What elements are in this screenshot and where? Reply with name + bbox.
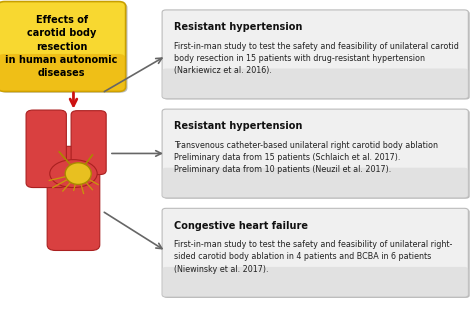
- Ellipse shape: [50, 160, 97, 188]
- Text: First-in-man study to test the safety and feasibility of unilateral carotid
body: First-in-man study to test the safety an…: [174, 42, 459, 75]
- FancyBboxPatch shape: [164, 11, 470, 100]
- FancyBboxPatch shape: [162, 69, 468, 99]
- Text: First-in-man study to test the safety and feasibility of unilateral right-
sided: First-in-man study to test the safety an…: [174, 240, 453, 273]
- FancyBboxPatch shape: [162, 168, 468, 198]
- FancyBboxPatch shape: [162, 208, 468, 297]
- Text: Resistant hypertension: Resistant hypertension: [174, 22, 303, 32]
- FancyBboxPatch shape: [164, 110, 470, 199]
- FancyBboxPatch shape: [162, 109, 468, 198]
- FancyBboxPatch shape: [164, 209, 470, 298]
- Text: Effects of
carotid body
resection
in human autonomic
diseases: Effects of carotid body resection in hum…: [5, 15, 118, 78]
- FancyBboxPatch shape: [0, 2, 126, 91]
- FancyBboxPatch shape: [71, 111, 106, 175]
- FancyBboxPatch shape: [26, 110, 66, 188]
- FancyBboxPatch shape: [0, 3, 128, 93]
- Text: Resistant hypertension: Resistant hypertension: [174, 122, 303, 131]
- FancyBboxPatch shape: [162, 10, 468, 99]
- Ellipse shape: [65, 163, 91, 184]
- FancyBboxPatch shape: [162, 267, 468, 297]
- FancyBboxPatch shape: [47, 146, 100, 250]
- FancyBboxPatch shape: [0, 54, 126, 91]
- Text: Transvenous catheter-based unilateral right carotid body ablation
Preliminary da: Transvenous catheter-based unilateral ri…: [174, 141, 438, 174]
- Text: Congestive heart failure: Congestive heart failure: [174, 221, 309, 231]
